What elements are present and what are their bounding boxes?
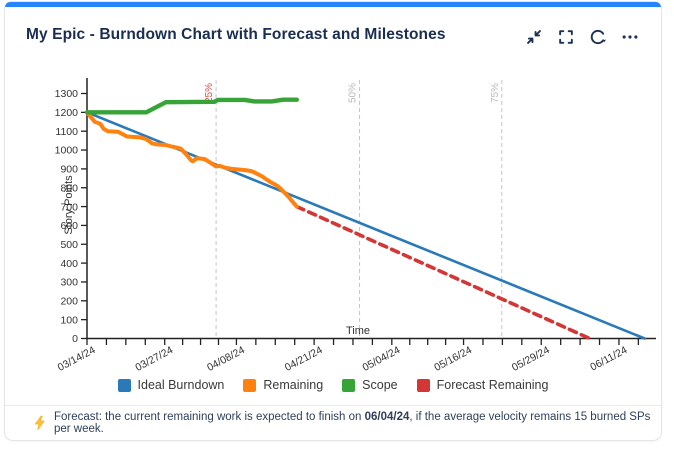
legend-item-scope[interactable]: Scope <box>342 378 398 392</box>
series-scope <box>84 97 299 115</box>
forecast-text: Forecast: the current remaining work is … <box>53 411 651 435</box>
collapse-icon[interactable] <box>525 28 543 46</box>
milestone-label: 75% <box>490 83 501 103</box>
y-tick-label: 900 <box>60 164 78 176</box>
burndown-widget: My Epic - Burndown Chart with Forecast a… <box>5 2 661 440</box>
y-tick-label: 800 <box>60 182 78 194</box>
y-tick-label: 500 <box>60 239 78 251</box>
chart-legend: Ideal Burndown Remaining Scope Forecast Rem… <box>5 378 661 392</box>
y-axis-title: Story Points <box>63 175 75 235</box>
legend-label: Remaining <box>263 378 324 392</box>
refresh-icon[interactable] <box>589 28 607 46</box>
y-tick-label: 200 <box>60 296 78 308</box>
x-tick-label: 03/27/24 <box>133 344 175 374</box>
y-tick-label: 1200 <box>55 107 79 119</box>
y-tick-label: 0 <box>72 333 78 345</box>
y-tick-label: 400 <box>60 258 78 270</box>
more-icon[interactable] <box>621 28 639 46</box>
y-tick-label: 600 <box>60 220 78 232</box>
fullscreen-icon[interactable] <box>557 28 575 46</box>
legend-swatch <box>243 378 257 392</box>
burndown-chart: 25% 50% 75% 0 100 200 300 400 500 600 700 800 900 100… <box>55 78 656 374</box>
x-tick-label: 05/29/24 <box>510 344 552 374</box>
x-tick-label: 03/14/24 <box>56 344 98 374</box>
footer-divider <box>5 405 661 406</box>
x-tick-label: 04/08/24 <box>205 344 247 374</box>
legend-label: Ideal Burndown <box>137 378 225 392</box>
forecast-footer: Forecast: the current remaining work is … <box>33 410 653 436</box>
widget-toolbar <box>525 28 639 46</box>
series-ideal-burndown <box>85 111 647 340</box>
milestone-label: 25% <box>204 83 215 103</box>
page-title: My Epic - Burndown Chart with Forecast a… <box>26 26 446 43</box>
legend-label: Forecast Remaining <box>436 378 549 392</box>
milestone-label: 50% <box>348 83 359 103</box>
y-tick-label: 100 <box>60 314 78 326</box>
legend-label: Scope <box>362 378 398 392</box>
lightning-icon <box>34 415 45 431</box>
legend-item-forecast-remaining[interactable]: Forecast Remaining <box>416 378 549 392</box>
legend-swatch <box>117 378 131 392</box>
x-axis-title: Time <box>346 325 370 337</box>
x-tick-label: 05/04/24 <box>361 344 403 374</box>
legend-item-remaining[interactable]: Remaining <box>243 378 323 392</box>
y-tick-label: 1100 <box>55 126 78 138</box>
y-tick-label: 300 <box>60 277 78 289</box>
y-tick-label: 1300 <box>55 88 79 100</box>
y-tick-label: 1000 <box>55 145 79 157</box>
x-tick-label: 04/21/24 <box>283 344 325 374</box>
series-remaining <box>85 110 299 209</box>
x-tick-label: 06/11/24 <box>588 344 629 373</box>
forecast-date: 06/04/24 <box>364 411 410 423</box>
legend-swatch <box>416 378 430 392</box>
card-accent-bar <box>5 2 661 7</box>
series-forecast-remaining <box>294 204 592 341</box>
legend-item-ideal-burndown[interactable]: Ideal Burndown <box>117 378 225 392</box>
y-tick-label: 700 <box>60 201 78 213</box>
x-tick-label: 05/16/24 <box>432 344 474 374</box>
legend-swatch <box>342 378 356 392</box>
